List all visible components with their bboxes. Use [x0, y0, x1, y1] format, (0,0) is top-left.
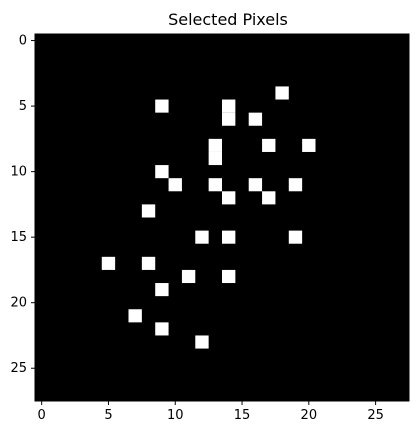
y-tick-label: 15: [10, 230, 27, 245]
selected-pixel: [168, 178, 182, 192]
selected-pixel: [101, 256, 116, 270]
selected-pixel: [208, 151, 222, 166]
selected-pixel: [155, 165, 169, 179]
x-axis: 0 5 10 15 20 25: [38, 401, 384, 423]
plot-frame: [34, 33, 410, 402]
selected-pixel: [128, 309, 142, 323]
selected-pixel: [195, 230, 209, 244]
selected-pixel: [155, 99, 169, 113]
selected-pixel: [181, 269, 196, 284]
selected-pixel: [222, 269, 236, 284]
selected-pixels-layer: [101, 86, 316, 349]
selected-pixel: [275, 86, 289, 100]
selected-pixel: [302, 138, 316, 152]
selected-pixel: [262, 191, 276, 205]
x-tick-label: 15: [234, 408, 251, 423]
x-tick-label: 0: [38, 408, 46, 423]
selected-pixel: [141, 204, 156, 218]
y-tick-label: 5: [19, 99, 27, 114]
chart-title: Selected Pixels: [168, 10, 288, 29]
selected-pixel: [222, 99, 236, 113]
image-background: [35, 34, 409, 401]
selected-pixel: [222, 112, 236, 126]
selected-pixel: [141, 256, 156, 270]
x-tick-label: 25: [367, 408, 384, 423]
selected-pixel: [248, 178, 263, 192]
y-tick-label: 0: [19, 34, 27, 49]
selected-pixel: [208, 178, 222, 192]
selected-pixel: [208, 138, 222, 152]
y-axis: 0 5 10 15 20 25: [10, 34, 35, 376]
x-tick-label: 10: [167, 408, 184, 423]
selected-pixel: [248, 112, 263, 126]
selected-pixel: [195, 335, 209, 349]
y-tick-label: 20: [10, 296, 27, 311]
selected-pixel: [288, 178, 303, 192]
selected-pixel: [222, 230, 236, 244]
x-tick-label: 5: [104, 408, 112, 423]
y-tick-label: 10: [10, 165, 27, 180]
x-tick-label: 20: [301, 408, 318, 423]
y-tick-label: 25: [10, 361, 27, 376]
selected-pixel: [222, 191, 236, 205]
selected-pixel: [288, 230, 303, 244]
selected-pixel: [155, 322, 169, 336]
selected-pixel: [262, 138, 276, 152]
selected-pixel: [155, 283, 169, 297]
